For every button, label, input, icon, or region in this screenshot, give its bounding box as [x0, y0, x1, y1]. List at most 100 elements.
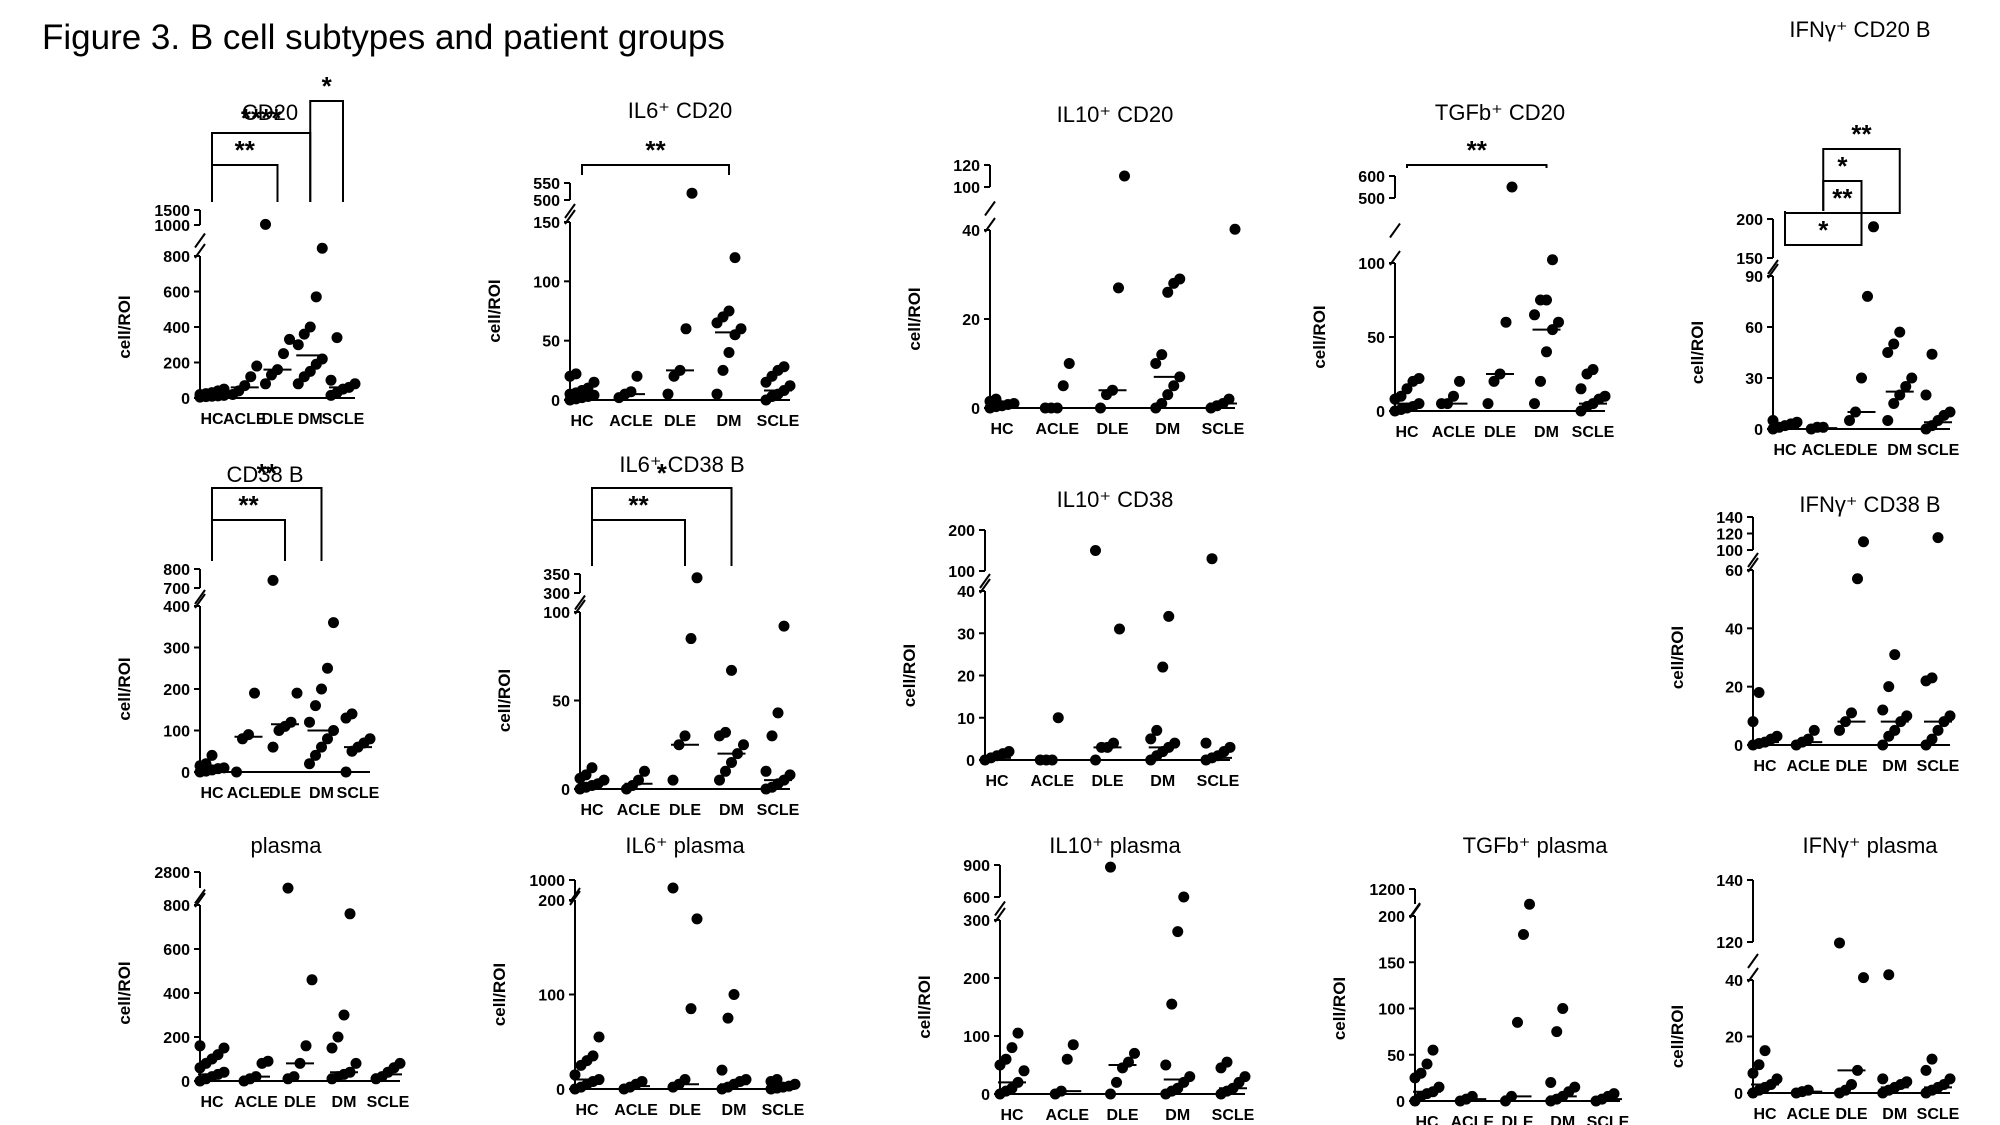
data-point: [243, 729, 254, 741]
panel-il6cd38b: IL6⁺ CD38 B 0 50 100 300 350 cell/ROI HC ACLE DLE…: [495, 452, 800, 819]
significance-bracket: [1822, 148, 1901, 211]
x-tick-label: SCLE: [1587, 1114, 1630, 1125]
panel-tgfbcd20: TGFb⁺ CD20 0 50 100 500 600 cell/ROI HC ACLE DLE D…: [1310, 100, 1615, 441]
data-point: [1767, 415, 1779, 426]
data-point: [1488, 375, 1500, 387]
x-tick-label: ACLE: [617, 802, 661, 819]
data-point: [1166, 998, 1178, 1010]
data-point: [1200, 737, 1212, 749]
data-point: [716, 1064, 728, 1076]
data-point: [310, 700, 321, 712]
data-point: [1535, 375, 1546, 387]
data-point: [304, 321, 316, 333]
data-point: [1018, 1065, 1030, 1077]
data-point: [1858, 536, 1869, 548]
data-point: [1162, 389, 1174, 401]
y-tick-label: 100: [1378, 1002, 1405, 1019]
data-point: [593, 1031, 605, 1043]
panel-il10plasma: IL10⁺ plasma 0 100 200 300 600 900 cell/ROI HC AC…: [915, 833, 1255, 1124]
data-point: [1747, 1067, 1759, 1079]
y-axis-label: cell/ROI: [1668, 626, 1687, 689]
data-point: [1894, 326, 1906, 338]
data-point: [1006, 1042, 1018, 1054]
panel-plasma: plasma 0 200 400 600 800 2800 cell/ROI HC ACLE DLE…: [115, 833, 410, 1111]
x-tick-label: DLE: [1846, 442, 1878, 459]
significance-bracket: [211, 164, 279, 202]
x-tick-label: SCLE: [1202, 421, 1245, 438]
y-tick-label: 900: [963, 858, 990, 875]
y-tick-label: 200: [538, 893, 565, 910]
y-tick-label: 500: [1358, 191, 1385, 208]
data-point: [1223, 393, 1235, 405]
data-point: [1067, 1039, 1079, 1051]
x-tick-label: DLE: [1836, 758, 1868, 775]
data-point: [686, 187, 698, 199]
y-tick-label: 1200: [1369, 882, 1405, 899]
data-point: [1111, 1076, 1122, 1088]
x-tick-label: DM: [719, 802, 744, 819]
data-point: [1759, 1045, 1771, 1057]
x-tick-label: HC: [1753, 1106, 1777, 1123]
data-point: [249, 687, 260, 699]
data-point: [726, 756, 737, 768]
y-tick-label: 40: [1725, 621, 1743, 638]
y-tick-label: 30: [1745, 371, 1763, 388]
significance-bracket: [581, 164, 730, 175]
panel-il10cd38: IL10⁺ CD38 0 10 20 30 40 100 200 cell/ROI HC ACLE D…: [900, 487, 1240, 790]
significance-label: **: [1467, 135, 1488, 165]
y-tick-label: 120: [1716, 527, 1743, 544]
x-tick-label: DM: [1150, 773, 1175, 790]
y-tick-label: 600: [963, 890, 990, 907]
data-point: [1239, 1071, 1251, 1083]
y-axis-break: [569, 890, 581, 906]
data-point: [667, 882, 679, 894]
panel-title: IFNγ⁺ plasma: [1802, 833, 1938, 858]
data-point: [1008, 398, 1020, 410]
panel-title: IFNγ⁺ CD20 B: [1789, 17, 1930, 42]
y-tick-label: 0: [1376, 404, 1385, 421]
x-tick-label: SCLE: [1917, 1106, 1960, 1123]
data-point: [1862, 290, 1873, 302]
data-point: [394, 1057, 406, 1069]
y-axis-label: cell/ROI: [115, 657, 134, 720]
data-point: [1395, 390, 1407, 402]
data-point: [789, 1078, 801, 1090]
data-point: [1932, 724, 1944, 736]
data-point: [1000, 1053, 1012, 1065]
data-point: [310, 749, 321, 761]
x-tick-label: DLE: [1502, 1114, 1534, 1125]
data-point: [1090, 754, 1101, 766]
x-tick-label: ACLE: [1786, 758, 1830, 775]
panel-tgfbplasma: TGFb⁺ plasma 0 50 100 150 200 1200 cell/ROI HC AC…: [1330, 833, 1630, 1125]
x-tick-label: DLE: [284, 1094, 316, 1111]
data-point: [1178, 891, 1190, 903]
y-tick-label: 50: [542, 334, 560, 351]
data-point: [1061, 1053, 1073, 1065]
data-point: [316, 683, 327, 695]
y-tick-label: 200: [1736, 212, 1763, 229]
data-point: [772, 707, 784, 719]
x-tick-label: ACLE: [1786, 1106, 1830, 1123]
data-point: [1169, 737, 1181, 749]
data-point: [316, 741, 327, 753]
data-point: [784, 769, 796, 781]
y-tick-label: 150: [1378, 955, 1405, 972]
x-tick-label: SCLE: [1212, 1107, 1255, 1124]
y-tick-label: 2800: [154, 865, 190, 882]
data-point: [1920, 1064, 1932, 1076]
y-tick-label: 40: [957, 584, 975, 601]
x-tick-label: DLE: [269, 785, 301, 802]
significance-bracket: [211, 487, 323, 561]
y-axis-label: cell/ROI: [490, 963, 509, 1026]
data-point: [1901, 1076, 1913, 1088]
panel-il10cd20: IL10⁺ CD20 0 20 40 100 120 cell/ROI HC ACLE DLE DM…: [905, 102, 1245, 438]
significance-label: *: [1818, 215, 1829, 245]
data-point: [326, 1042, 338, 1054]
y-axis-label: cell/ROI: [1668, 1005, 1687, 1068]
data-point: [1889, 724, 1901, 736]
y-tick-label: 200: [948, 523, 975, 540]
x-tick-label: ACLE: [1801, 442, 1845, 459]
x-tick-label: HC: [1395, 424, 1419, 441]
data-point: [729, 252, 741, 264]
data-point: [322, 662, 333, 674]
